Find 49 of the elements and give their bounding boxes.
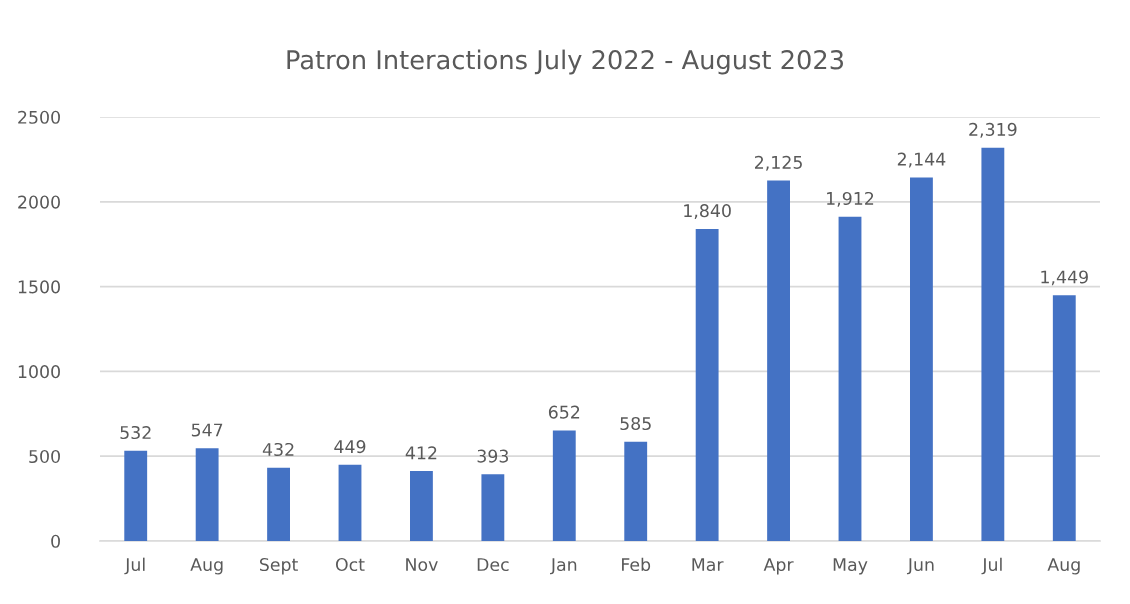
y-tick-label: 2000 [18,195,60,209]
bar [1052,295,1076,541]
data-label: 1,449 [1041,270,1088,286]
x-tick-label: Nov [406,558,438,572]
bar [910,177,933,541]
y-tick-label: 500 [29,449,60,464]
bar [410,471,433,541]
data-label: 2,125 [754,155,802,171]
bar [481,474,505,541]
x-tick-label: Jun [906,558,934,575]
bar [124,450,148,541]
bar [767,180,790,541]
x-tick-label: Apr [763,558,794,575]
x-tick-label: Oct [335,557,365,572]
x-tick-label: Jan [550,558,577,575]
y-tick-label: 2500 [18,110,60,124]
y-tick-label: 0 [51,534,60,548]
x-tick-label: Mar [692,558,724,572]
data-label: 2,144 [897,152,946,168]
x-tick-label: Aug [1047,558,1080,575]
data-label: 432 [262,442,294,457]
y-tick-label: 1000 [18,365,60,379]
bar [338,464,362,541]
x-tick-label: May [833,558,868,575]
x-tick-label: Feb [622,557,651,572]
bar [552,430,576,541]
data-label: 1,840 [684,204,731,220]
bar [695,228,719,541]
x-tick-label: Sept [259,557,298,575]
data-label: 393 [477,449,509,463]
bar [624,441,648,541]
chart-title: Patron Interactions July 2022 - August 2023 [287,49,844,75]
bar [267,467,290,541]
data-label: 412 [405,446,437,460]
x-tick-label: Jul [981,557,1002,575]
x-tick-label: Dec [477,558,509,572]
data-label: 2,319 [969,122,1017,138]
bar [838,216,862,541]
y-tick-label: 1500 [18,280,60,294]
data-label: 1,912 [827,191,874,207]
bar [195,448,219,541]
x-tick-label: Jul [124,557,145,575]
bar [981,147,1005,541]
data-label: 652 [548,405,580,419]
data-label: 532 [120,425,151,440]
data-label: 449 [334,440,366,454]
data-label: 547 [191,423,223,437]
x-tick-label: Aug [190,558,223,575]
data-label: 585 [620,416,651,431]
